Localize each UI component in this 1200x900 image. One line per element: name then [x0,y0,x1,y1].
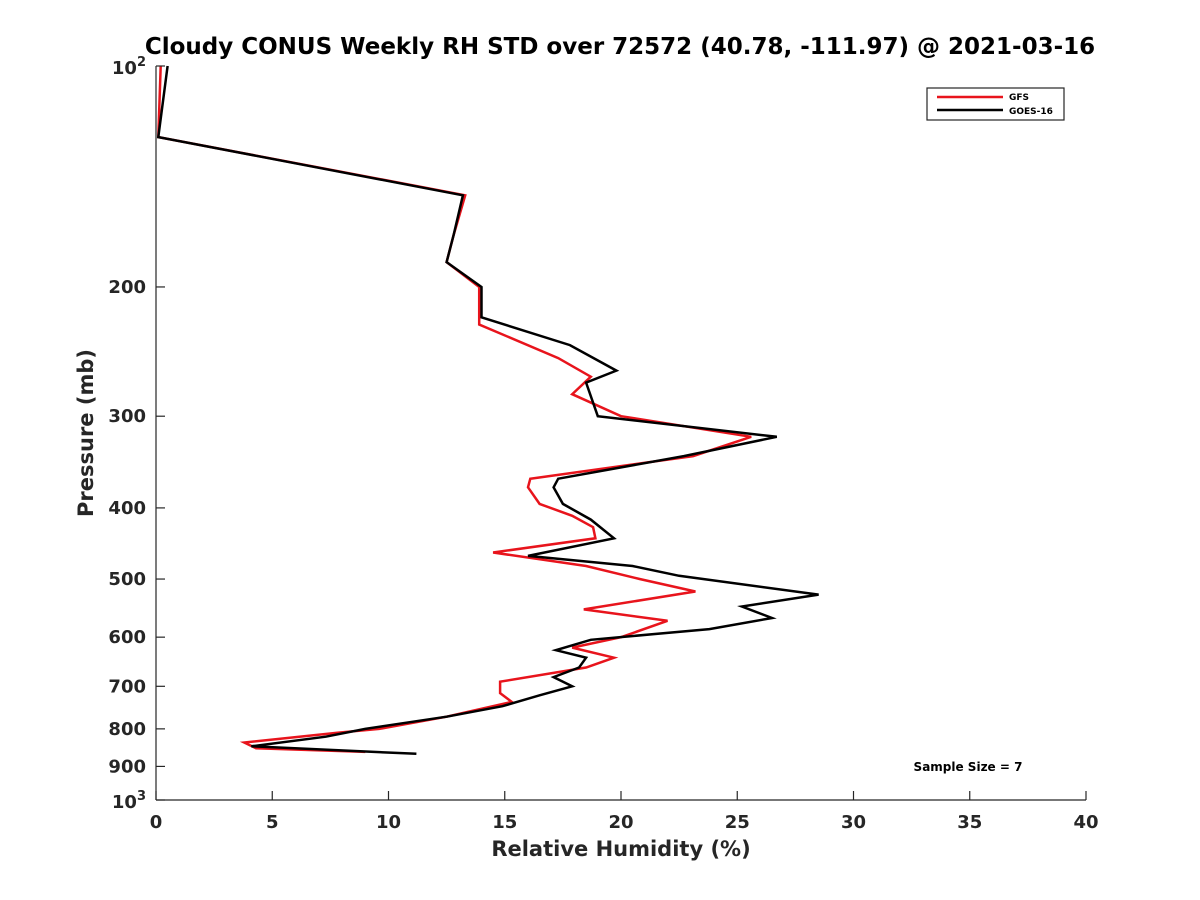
sample-size-annotation: Sample Size = 7 [914,760,1023,774]
y-tick-label: 800 [108,719,146,740]
plot-area [156,65,819,756]
y-tick-label: 300 [108,406,146,427]
x-tick-label: 35 [957,812,982,833]
y-tick-label: 500 [108,569,146,590]
legend: GFS GOES-16 [926,87,1065,121]
legend-label-gfs: GFS [1009,93,1029,103]
x-tick-label: 5 [266,812,279,833]
x-tick-label: 15 [492,812,517,833]
legend-label-goes16: GOES-16 [1009,107,1053,117]
x-tick-label: 30 [841,812,866,833]
x-tick-label: 10 [376,812,401,833]
series-line-goes16 [156,65,819,756]
legend-box [926,87,1065,121]
x-tick-label: 20 [608,812,633,833]
y-tick-label-base: 10 [112,792,137,813]
y-tick-label: 700 [108,676,146,697]
y-tick-label: 400 [108,498,146,519]
y-tick-label-exponent: 3 [137,789,146,804]
y-tick-label-base: 10 [112,58,137,79]
y-tick-label-exponent: 2 [137,55,146,70]
x-axis-label: Relative Humidity (%) [491,837,750,861]
x-tick-label: 40 [1073,812,1098,833]
y-tick-label: 900 [108,756,146,777]
chart-title: Cloudy CONUS Weekly RH STD over 72572 (4… [145,34,1095,60]
y-tick-label: 200 [108,277,146,298]
series-line-gfs [157,65,752,754]
y-axis-label: Pressure (mb) [74,349,98,517]
y-tick-label: 600 [108,627,146,648]
y-tick-label: 103 [112,789,146,813]
x-tick-label: 25 [725,812,750,833]
axes-frame [155,66,1086,801]
x-tick-label: 0 [150,812,163,833]
x-ticks: 0 5 10 15 20 25 30 35 40 [150,791,1099,833]
y-tick-label: 102 [112,55,146,79]
